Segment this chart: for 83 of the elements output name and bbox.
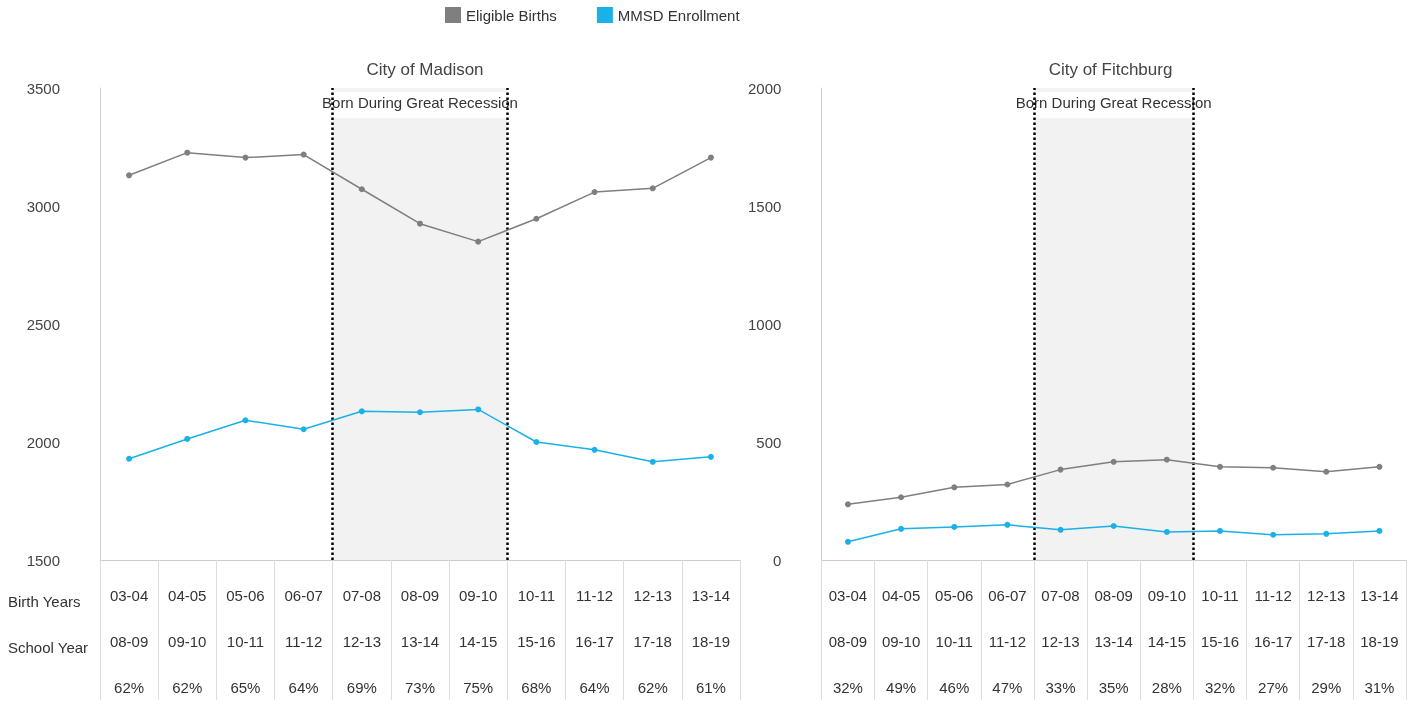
legend-label: MMSD Enrollment xyxy=(617,6,741,24)
point xyxy=(242,154,249,161)
point xyxy=(844,538,851,545)
category-label: 08-09 13-14 73% xyxy=(400,586,440,696)
point xyxy=(649,185,656,192)
point xyxy=(1163,456,1170,463)
point xyxy=(1270,464,1277,471)
point xyxy=(417,409,423,416)
category-label: 12-13 17-18 29% xyxy=(1307,586,1346,696)
category-label: 10-11 15-16 68% xyxy=(517,586,556,696)
category-label: 05-06 10-11 65% xyxy=(226,586,265,696)
point xyxy=(1110,458,1117,465)
category-label: 08-09 13-14 35% xyxy=(1094,586,1133,696)
point xyxy=(707,154,714,161)
y-tick-label: 2500 xyxy=(26,315,60,333)
point xyxy=(1163,528,1170,535)
point xyxy=(358,408,365,415)
point xyxy=(126,172,133,179)
point xyxy=(1376,527,1383,534)
y-tick-label: 3000 xyxy=(26,197,60,215)
point xyxy=(1323,468,1330,475)
category-label: 09-10 14-15 28% xyxy=(1147,586,1187,696)
point xyxy=(844,501,851,508)
category-label: 03-04 08-09 62% xyxy=(109,586,149,696)
point xyxy=(533,439,540,445)
point xyxy=(417,220,423,227)
y-tick-label: 2000 xyxy=(26,433,60,451)
point xyxy=(358,186,365,193)
point xyxy=(1216,527,1223,534)
y-tick-label: 1500 xyxy=(26,551,60,569)
category-label: 13-14 18-19 61% xyxy=(691,586,731,696)
y-tick-label: 2000 xyxy=(747,79,782,97)
point xyxy=(591,446,598,453)
category-label: 11-12 16-17 64% xyxy=(575,586,614,696)
point xyxy=(1110,523,1117,530)
point xyxy=(475,406,482,413)
point xyxy=(1004,481,1011,488)
point xyxy=(126,455,133,462)
category-label: 07-08 12-13 69% xyxy=(342,586,382,696)
category-label: 06-07 11-12 64% xyxy=(284,586,323,696)
text: Birth Years xyxy=(8,593,81,610)
y-tick-label: 3500 xyxy=(26,79,60,97)
point xyxy=(242,417,249,424)
point xyxy=(898,525,905,532)
y-tick-label: 1500 xyxy=(747,197,782,215)
point xyxy=(1216,463,1223,470)
point xyxy=(1004,521,1011,528)
point xyxy=(533,215,540,222)
category-label: 05-06 10-11 46% xyxy=(935,586,974,696)
y-tick-label: 0 xyxy=(773,551,782,569)
point xyxy=(1270,531,1277,538)
category-label: 12-13 17-18 62% xyxy=(633,586,672,696)
point xyxy=(184,149,191,156)
point xyxy=(951,484,958,491)
point xyxy=(300,426,307,433)
category-label: 10-11 15-16 32% xyxy=(1200,586,1240,696)
point xyxy=(649,458,656,465)
point xyxy=(300,151,307,158)
chart-title: City of Madison xyxy=(366,60,484,79)
point xyxy=(184,435,191,442)
point xyxy=(1323,530,1330,537)
point xyxy=(475,238,482,245)
chart-title: City of Fitchburg xyxy=(1048,60,1173,79)
category-label: 09-10 14-15 75% xyxy=(458,586,498,696)
category-label: 06-07 11-12 47% xyxy=(988,586,1027,696)
legend-label: Eligible Births xyxy=(466,6,557,24)
category-label: 07-08 12-13 33% xyxy=(1041,586,1080,696)
category-label: 04-05 09-10 49% xyxy=(881,586,921,696)
point xyxy=(898,494,905,501)
category-label: 03-04 08-09 32% xyxy=(828,586,868,696)
band-label: Born During Great Recession xyxy=(1015,94,1212,111)
y-tick-label: 1000 xyxy=(747,315,782,333)
y-tick-label: 500 xyxy=(756,433,782,451)
point xyxy=(591,189,598,196)
band-label: Born During Great Recession xyxy=(322,94,518,111)
category-label: 11-12 16-17 27% xyxy=(1253,586,1293,696)
point xyxy=(1376,463,1383,470)
point xyxy=(951,523,958,530)
point xyxy=(1057,526,1064,533)
point xyxy=(707,453,714,460)
category-label: 13-14 18-19 31% xyxy=(1360,586,1399,696)
category-label: 04-05 09-10 62% xyxy=(168,586,207,696)
text: School Year xyxy=(8,639,89,656)
